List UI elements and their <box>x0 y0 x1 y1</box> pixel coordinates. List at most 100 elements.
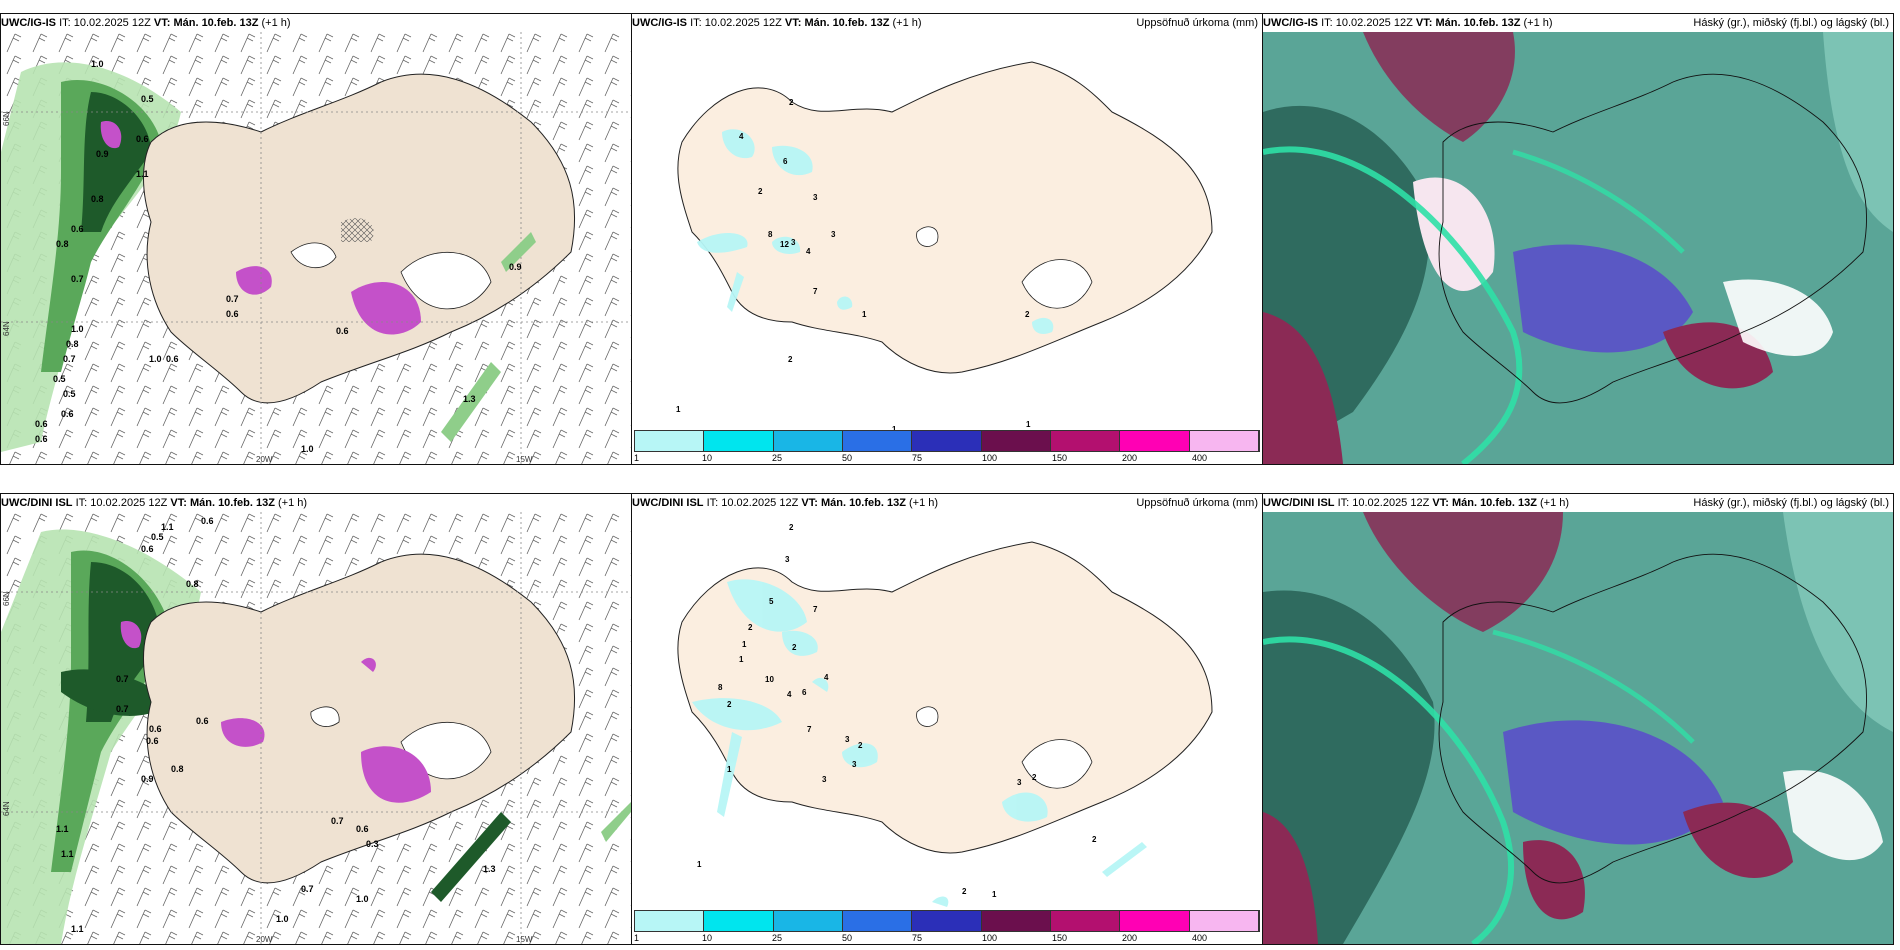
svg-text:0.6: 0.6 <box>226 309 239 319</box>
cb-label: 1 <box>634 933 640 943</box>
svg-text:64N: 64N <box>2 801 11 816</box>
svg-text:66N: 66N <box>2 111 11 126</box>
model-name: UWC/IG-IS <box>1263 17 1318 29</box>
svg-text:1.1: 1.1 <box>161 522 174 532</box>
cb-label: 10 <box>702 933 713 943</box>
init-time: 10.02.2025 12Z <box>721 497 799 509</box>
valid-time: Mán. 10.feb. 13Z <box>1435 17 1521 29</box>
model-name: UWC/DINI ISL <box>1263 497 1335 509</box>
cloud-map <box>1263 32 1893 464</box>
precip-colorbar <box>634 430 1260 452</box>
cloud-cover-panel-bottom: UWC/DINI ISL IT: 10.02.2025 12Z VT: Mán.… <box>1262 493 1894 945</box>
valid-time: Mán. 10.feb. 13Z <box>1451 497 1537 509</box>
cb-label: 100 <box>982 933 998 943</box>
svg-text:20W: 20W <box>256 455 273 464</box>
svg-text:1.1: 1.1 <box>56 824 69 834</box>
svg-text:4: 4 <box>806 247 811 256</box>
svg-text:1.0: 1.0 <box>301 444 314 454</box>
svg-text:1.3: 1.3 <box>483 864 496 874</box>
svg-text:10: 10 <box>765 675 774 684</box>
svg-text:1: 1 <box>697 860 702 869</box>
svg-text:2: 2 <box>792 643 797 652</box>
svg-text:2: 2 <box>1092 835 1097 844</box>
svg-text:6: 6 <box>802 688 807 697</box>
svg-text:1.0: 1.0 <box>91 59 104 69</box>
init-time-label: IT: <box>59 17 71 29</box>
svg-text:1.3: 1.3 <box>463 394 476 404</box>
panel-header: UWC/IG-IS IT: 10.02.2025 12Z VT: Mán. 10… <box>1263 14 1893 32</box>
lead-time: (+1 h) <box>1540 497 1570 509</box>
svg-text:7: 7 <box>813 605 818 614</box>
init-time-label: IT: <box>1337 497 1350 509</box>
init-time-label: IT: <box>690 17 702 29</box>
valid-time-label: VT: <box>1415 17 1433 29</box>
svg-text:1.1: 1.1 <box>136 169 149 179</box>
cb-label: 75 <box>912 453 923 463</box>
svg-text:2: 2 <box>758 187 763 196</box>
valid-time: Mán. 10.feb. 13Z <box>820 497 906 509</box>
svg-text:0.6: 0.6 <box>149 724 162 734</box>
cb-label: 150 <box>1052 933 1068 943</box>
iceland-outline <box>1438 73 1868 404</box>
svg-text:0.5: 0.5 <box>141 94 154 104</box>
svg-text:1.1: 1.1 <box>61 849 74 859</box>
svg-text:0.6: 0.6 <box>35 419 48 429</box>
cb-label: 1 <box>634 453 640 463</box>
iceland-landmass <box>143 553 576 884</box>
svg-text:7: 7 <box>813 287 818 296</box>
model-name: UWC/DINI ISL <box>632 497 704 509</box>
svg-text:4: 4 <box>787 690 792 699</box>
svg-text:1.1: 1.1 <box>71 924 84 934</box>
product-title: Uppsöfnuð úrkoma (mm) <box>1136 497 1258 509</box>
svg-text:1: 1 <box>742 640 747 649</box>
valid-time-label: VT: <box>1432 497 1449 509</box>
svg-text:0.6: 0.6 <box>71 224 84 234</box>
svg-text:2: 2 <box>1025 310 1030 319</box>
valid-time: Mán. 10.feb. 13Z <box>173 17 259 29</box>
valid-time-label: VT: <box>801 497 818 509</box>
cb-label: 200 <box>1122 453 1138 463</box>
svg-text:3: 3 <box>831 230 836 239</box>
init-time: 10.02.2025 12Z <box>1352 497 1430 509</box>
svg-text:0.6: 0.6 <box>201 516 214 526</box>
svg-text:3: 3 <box>852 760 857 769</box>
lead-time: (+1 h) <box>278 497 308 509</box>
svg-text:2: 2 <box>1032 773 1037 782</box>
svg-text:0.9: 0.9 <box>509 262 522 272</box>
cb-label: 50 <box>842 933 853 943</box>
panel-header: UWC/IG-IS IT: 10.02.2025 12Z VT: Mán. 10… <box>1 14 631 32</box>
svg-text:8: 8 <box>768 230 773 239</box>
model-name: UWC/IG-IS <box>1 17 56 29</box>
valid-time-label: VT: <box>784 17 802 29</box>
init-time-label: IT: <box>75 497 88 509</box>
wind-precip-map-panel-bottom: UWC/DINI ISL IT: 10.02.2025 12Z VT: Mán.… <box>0 493 632 945</box>
svg-text:12: 12 <box>780 240 789 249</box>
svg-text:0.7: 0.7 <box>331 816 344 826</box>
svg-text:0.6: 0.6 <box>196 716 209 726</box>
panel-header: UWC/DINI ISL IT: 10.02.2025 12Z VT: Mán.… <box>1263 494 1893 512</box>
svg-text:0.7: 0.7 <box>301 884 314 894</box>
svg-text:0.6: 0.6 <box>336 326 349 336</box>
svg-text:0.8: 0.8 <box>91 194 104 204</box>
svg-text:0.6: 0.6 <box>141 544 154 554</box>
svg-text:0.6: 0.6 <box>356 824 369 834</box>
svg-text:1: 1 <box>676 405 681 414</box>
svg-text:0.6: 0.6 <box>61 409 74 419</box>
lead-time: (+1 h) <box>261 17 291 29</box>
cb-label: 100 <box>982 453 998 463</box>
svg-text:1: 1 <box>739 655 744 664</box>
cb-label: 400 <box>1192 453 1208 463</box>
cb-label: 50 <box>842 453 853 463</box>
svg-text:15W: 15W <box>516 455 533 464</box>
accumulated-precip-panel-top: UWC/IG-IS IT: 10.02.2025 12Z VT: Mán. 10… <box>631 13 1263 465</box>
svg-text:1.0: 1.0 <box>356 894 369 904</box>
svg-text:15W: 15W <box>516 935 533 944</box>
panel-header: UWC/IG-IS IT: 10.02.2025 12Z VT: Mán. 10… <box>632 14 1262 32</box>
svg-text:8: 8 <box>718 683 723 692</box>
svg-text:0.8: 0.8 <box>171 764 184 774</box>
svg-text:0.9: 0.9 <box>96 149 109 159</box>
svg-text:0.6: 0.6 <box>136 134 149 144</box>
svg-text:0.7: 0.7 <box>116 674 129 684</box>
